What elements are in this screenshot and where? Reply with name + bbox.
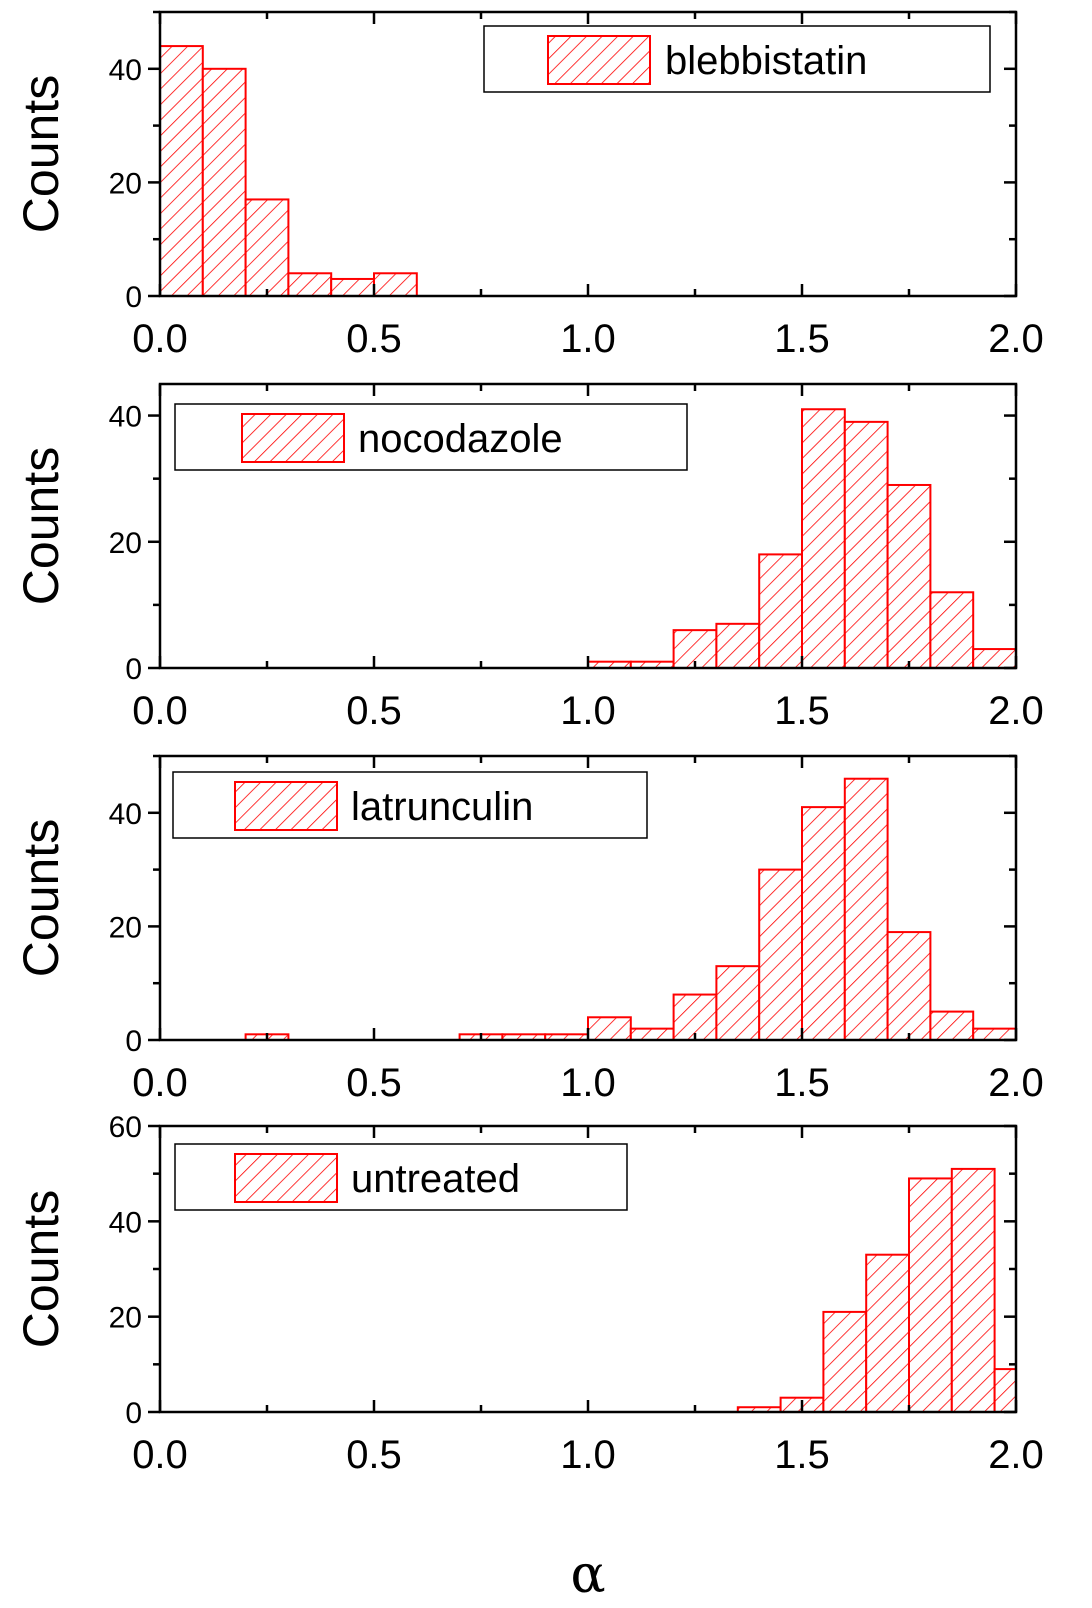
histogram-bar — [629, 1027, 675, 1042]
x-axis-label: α — [570, 1545, 605, 1605]
legend-swatch — [234, 781, 338, 831]
y-tick-label: 0 — [125, 653, 142, 686]
x-tick-label: 1.0 — [560, 689, 616, 733]
histogram-bar — [587, 1016, 632, 1042]
x-tick-label: 0.0 — [132, 317, 188, 361]
x-tick-label: 1.0 — [560, 1061, 616, 1105]
x-tick-label: 0.5 — [346, 317, 402, 361]
x-tick-label: 0.0 — [132, 689, 188, 733]
y-tick-label: 20 — [109, 167, 142, 200]
x-tick-label: 1.0 — [560, 1433, 616, 1477]
legend-label: latrunculin — [351, 785, 533, 829]
y-axis-label: Counts — [13, 75, 69, 233]
histogram-bar — [972, 1027, 1018, 1042]
histogram-bar — [159, 45, 204, 297]
histogram-bar — [993, 1368, 1017, 1413]
y-tick-label: 40 — [109, 1206, 142, 1239]
legend-label: untreated — [351, 1157, 520, 1201]
y-axis-label: Counts — [13, 447, 69, 605]
histogram-bar — [672, 993, 718, 1041]
x-tick-label: 2.0 — [988, 689, 1044, 733]
histogram-bar — [950, 1167, 996, 1414]
x-tick-label: 0.5 — [346, 1061, 402, 1105]
legend-label: nocodazole — [358, 417, 563, 461]
legend-swatch — [547, 35, 651, 85]
histogram-bar — [865, 1253, 911, 1413]
y-tick-label: 40 — [109, 401, 142, 434]
histogram-bar — [843, 777, 889, 1041]
histogram-bar — [801, 806, 846, 1041]
histogram-bar — [201, 67, 247, 297]
histogram-bar — [972, 648, 1018, 669]
histogram-panel-blebbistatin: 0.0 0.5 1.0 1.5 2.0 0 20 40 Counts blebbistatin — [13, 10, 1044, 361]
y-tick-label: 40 — [109, 54, 142, 87]
legend: untreated — [174, 1143, 628, 1211]
x-tick-label: 0.0 — [132, 1061, 188, 1105]
histogram-panel-latrunculin: 0.0 0.5 1.0 1.5 2.0 0 20 40 Counts latrunculin — [13, 754, 1044, 1105]
y-tick-label: 60 — [109, 1111, 142, 1144]
x-tick-label: 1.5 — [774, 317, 830, 361]
histogram-bar — [715, 965, 761, 1041]
x-tick-label: 1.5 — [774, 689, 830, 733]
x-tick-label: 2.0 — [988, 1061, 1044, 1105]
x-tick-label: 1.5 — [774, 1433, 830, 1477]
y-tick-label: 40 — [109, 798, 142, 831]
histogram-bar — [886, 931, 932, 1042]
histogram-bar — [330, 277, 376, 297]
y-tick-label: 20 — [109, 1302, 142, 1335]
histogram-bar — [929, 1010, 975, 1041]
x-tick-label: 0.5 — [346, 689, 402, 733]
x-tick-label: 2.0 — [988, 1433, 1044, 1477]
histogram-bar — [758, 868, 804, 1041]
x-tick-label: 0.5 — [346, 1433, 402, 1477]
legend-label: blebbistatin — [665, 39, 867, 83]
legend-swatch — [241, 413, 345, 463]
histogram-bar — [373, 272, 418, 297]
x-tick-label: 2.0 — [988, 317, 1044, 361]
histogram-bar — [758, 553, 804, 670]
y-tick-label: 0 — [125, 1025, 142, 1058]
x-tick-label: 0.0 — [132, 1433, 188, 1477]
histogram-bar — [287, 272, 333, 297]
y-axis-label: Counts — [13, 819, 69, 977]
x-tick-label: 1.5 — [774, 1061, 830, 1105]
histogram-bar — [822, 1310, 868, 1414]
y-axis-label: Counts — [13, 1190, 69, 1348]
histogram-panel-nocodazole: 0.0 0.5 1.0 1.5 2.0 0 20 40 Counts nocodazole — [13, 382, 1044, 733]
histogram-bar — [929, 591, 975, 669]
x-tick-label: 1.0 — [560, 317, 616, 361]
histogram-bar — [801, 408, 846, 669]
legend: blebbistatin — [483, 25, 991, 93]
legend: latrunculin — [172, 771, 648, 839]
histogram-bar — [244, 198, 290, 297]
y-tick-label: 20 — [109, 911, 142, 944]
legend: nocodazole — [174, 403, 688, 471]
y-tick-label: 0 — [125, 281, 142, 314]
histogram-bar — [908, 1177, 953, 1414]
y-tick-label: 0 — [125, 1397, 142, 1430]
histogram-bar — [843, 420, 889, 669]
histogram-bar — [886, 483, 932, 669]
legend-swatch — [234, 1153, 338, 1203]
y-tick-label: 20 — [109, 527, 142, 560]
histogram-bar — [715, 622, 761, 669]
histogram-panel-untreated: 0.0 0.5 1.0 1.5 2.0 0 20 40 60 Counts untreated — [13, 1111, 1044, 1477]
